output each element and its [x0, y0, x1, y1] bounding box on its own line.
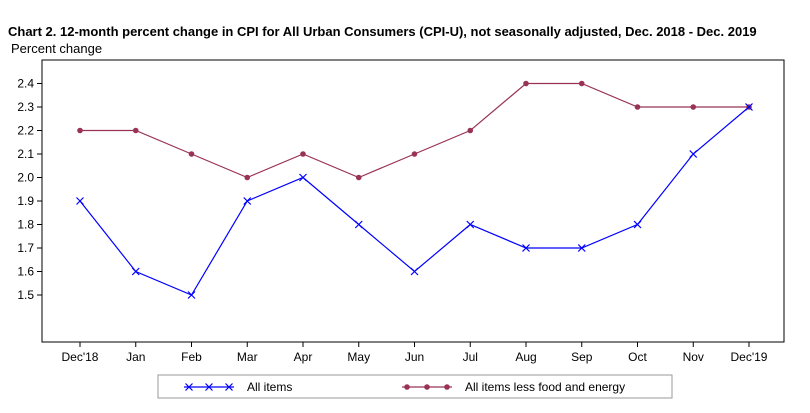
x-tick-label: Dec'18 — [62, 350, 99, 364]
data-point-all-items — [577, 244, 586, 252]
legend-marker-all-items — [225, 383, 233, 391]
x-tick-label: Jul — [463, 350, 478, 364]
legend-item-all-items: All items — [184, 380, 292, 394]
data-point-core — [188, 151, 195, 157]
y-tick-label: 1.6 — [17, 265, 34, 279]
x-tick-label: Oct — [628, 350, 647, 364]
legend-marker-all-items — [205, 383, 213, 391]
data-point-all-items — [187, 291, 196, 299]
legend-item-core: All items less food and energy — [402, 380, 625, 394]
legend-marker-core — [404, 384, 410, 390]
y-tick-label: 2.2 — [17, 124, 34, 138]
data-point-all-items — [243, 197, 252, 205]
data-point-all-items — [410, 267, 419, 276]
series-layer — [76, 80, 753, 299]
data-point-all-items — [354, 220, 363, 229]
legend-label-all-items: All items — [247, 380, 292, 394]
data-point-all-items — [633, 220, 642, 229]
y-axis: 1.5 1.6 1.7 1.8 1.9 2.0 2.1 2.2 2.3 2.4 — [17, 77, 42, 302]
x-tick-label: Jun — [405, 350, 424, 364]
x-tick-label: May — [347, 350, 370, 364]
x-axis: Dec'18 Jan Feb Mar Apr May Jun Jul Aug Sep Oct Nov D… — [62, 342, 768, 364]
x-tick-label: Jan — [126, 350, 145, 364]
data-point-core — [634, 104, 641, 110]
data-point-core — [300, 151, 306, 157]
data-point-all-items — [522, 244, 530, 252]
x-tick-label: Nov — [683, 350, 704, 364]
y-tick-label: 1.9 — [17, 194, 34, 208]
data-point-core — [690, 104, 697, 110]
y-tick-label: 2.3 — [17, 100, 34, 114]
data-point-core — [411, 151, 418, 157]
x-tick-label: Sep — [571, 350, 593, 364]
x-tick-label: Mar — [237, 350, 258, 364]
data-point-all-items — [299, 173, 307, 182]
data-point-core — [523, 80, 529, 87]
y-axis-label: Percent change — [11, 41, 103, 56]
y-tick-label: 2.1 — [17, 147, 34, 161]
data-point-core — [244, 174, 251, 181]
plot-area — [41, 59, 785, 343]
x-tick-label: Dec'19 — [731, 350, 768, 364]
legend-marker-core — [424, 384, 430, 390]
legend-marker-all-items — [185, 383, 193, 391]
data-point-all-items — [689, 150, 698, 158]
data-point-all-items — [76, 197, 84, 205]
y-tick-label: 2.0 — [17, 171, 34, 185]
data-point-core — [132, 127, 139, 134]
data-point-all-items — [745, 103, 753, 111]
y-tick-label: 1.7 — [17, 241, 34, 255]
x-tick-label: Aug — [515, 350, 536, 364]
x-tick-label: Apr — [294, 350, 313, 364]
data-point-all-items — [466, 220, 475, 229]
legend-marker-core — [444, 384, 450, 390]
legend-label-core: All items less food and energy — [465, 380, 625, 394]
data-point-core — [355, 174, 362, 181]
chart-title: Chart 2. 12-month percent change in CPI … — [8, 24, 757, 39]
legend: All items All items less food and energy — [157, 374, 673, 399]
y-tick-label: 2.4 — [17, 77, 34, 91]
y-tick-label: 1.8 — [17, 218, 34, 232]
data-point-core — [77, 127, 83, 134]
series-core — [77, 80, 752, 181]
data-point-all-items — [131, 267, 140, 276]
x-tick-label: Feb — [181, 350, 202, 364]
y-tick-label: 1.5 — [17, 288, 34, 302]
data-point-core — [578, 80, 585, 87]
data-point-core — [467, 127, 474, 134]
series-all-items — [76, 103, 753, 299]
